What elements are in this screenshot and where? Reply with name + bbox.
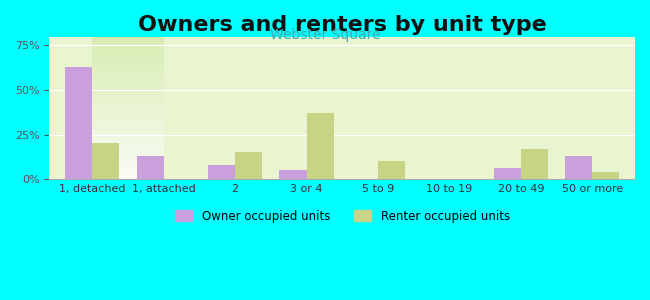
Bar — [208, 165, 235, 179]
Bar — [565, 156, 592, 179]
Bar — [92, 143, 120, 179]
Bar — [307, 113, 333, 179]
Bar — [378, 161, 405, 179]
Bar — [592, 172, 619, 179]
Bar — [136, 156, 164, 179]
Title: Owners and renters by unit type: Owners and renters by unit type — [138, 15, 547, 35]
Bar — [280, 170, 307, 179]
Legend: Owner occupied units, Renter occupied units: Owner occupied units, Renter occupied un… — [170, 205, 515, 227]
Bar — [521, 149, 548, 179]
Bar — [235, 152, 262, 179]
Text: Webster Square: Webster Square — [270, 28, 380, 42]
Bar — [493, 168, 521, 179]
Bar — [65, 67, 92, 179]
